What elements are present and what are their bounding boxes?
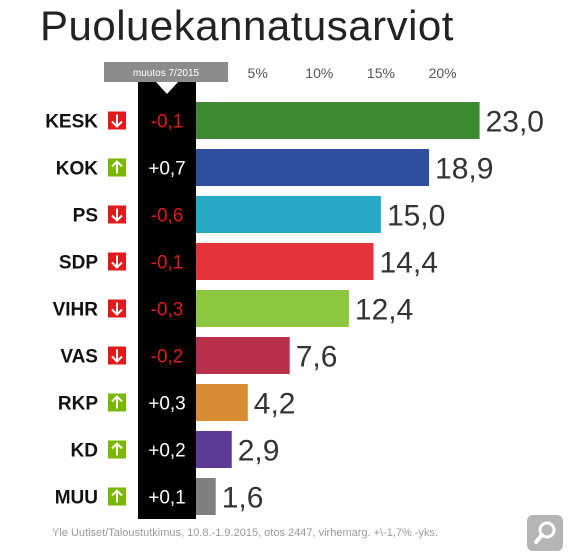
zoom-button[interactable] bbox=[527, 515, 563, 551]
chart-title: Puoluekannatusarviot bbox=[40, 2, 454, 49]
value-label: 18,9 bbox=[435, 153, 493, 186]
party-label: PS bbox=[73, 206, 98, 227]
change-value: +0,7 bbox=[148, 159, 186, 180]
arrow-down-glyph bbox=[111, 114, 123, 128]
arrow-up-glyph bbox=[111, 160, 123, 174]
x-tick-label: 5% bbox=[248, 65, 268, 81]
change-value: -0,2 bbox=[151, 347, 184, 368]
party-label: VIHR bbox=[53, 300, 99, 321]
change-value: +0,3 bbox=[148, 394, 186, 415]
change-value: +0,2 bbox=[148, 441, 186, 462]
party-label: SDP bbox=[59, 253, 98, 274]
value-label: 14,4 bbox=[380, 247, 438, 280]
arrow-up-glyph bbox=[111, 395, 123, 409]
party-support-chart: muutos 7/2015 5% 10% 15% 20% KESK -0,1 23,0 KOK +… bbox=[45, 62, 544, 519]
party-label: KESK bbox=[45, 112, 98, 133]
party-label: MUU bbox=[55, 488, 98, 509]
party-label: RKP bbox=[58, 394, 98, 415]
value-label: 12,4 bbox=[355, 294, 413, 327]
x-tick-label: 20% bbox=[429, 65, 457, 81]
change-header-tab bbox=[104, 62, 228, 82]
arrow-down-glyph bbox=[111, 302, 123, 316]
change-value: -0,1 bbox=[151, 112, 184, 133]
party-label: VAS bbox=[60, 347, 98, 368]
value-label: 1,6 bbox=[222, 482, 264, 515]
party-label: KD bbox=[71, 441, 98, 462]
arrow-up-glyph bbox=[111, 489, 123, 503]
x-tick-label: 10% bbox=[305, 65, 333, 81]
arrow-up-glyph bbox=[111, 442, 123, 456]
arrow-down-glyph bbox=[111, 208, 123, 222]
change-value: -0,3 bbox=[151, 300, 184, 321]
change-value: -0,6 bbox=[151, 206, 184, 227]
bar-muu bbox=[196, 478, 216, 515]
bar-kd bbox=[196, 431, 232, 468]
party-label: KOK bbox=[56, 159, 99, 180]
value-label: 2,9 bbox=[238, 435, 280, 468]
value-label: 15,0 bbox=[387, 200, 445, 233]
x-tick-label: 15% bbox=[367, 65, 395, 81]
change-value: +0,1 bbox=[148, 488, 186, 509]
change-header-label: muutos 7/2015 bbox=[133, 68, 200, 79]
bar-sdp bbox=[196, 243, 374, 280]
source-note: Yle Uutiset/Taloustutkimus, 10.8.-1.9.20… bbox=[52, 527, 439, 539]
change-column bbox=[138, 82, 196, 519]
bar-vihr bbox=[196, 290, 349, 327]
arrow-down-glyph bbox=[111, 255, 123, 269]
bar-kesk bbox=[196, 102, 480, 139]
bar-ps bbox=[196, 196, 381, 233]
bar-kok bbox=[196, 149, 430, 186]
bar-rkp bbox=[196, 384, 248, 421]
change-value: -0,1 bbox=[151, 253, 184, 274]
value-label: 23,0 bbox=[486, 106, 544, 139]
arrow-down-glyph bbox=[111, 349, 123, 363]
value-label: 4,2 bbox=[254, 388, 296, 421]
magnifier-icon bbox=[534, 521, 556, 544]
value-label: 7,6 bbox=[296, 341, 338, 374]
bar-vas bbox=[196, 337, 290, 374]
